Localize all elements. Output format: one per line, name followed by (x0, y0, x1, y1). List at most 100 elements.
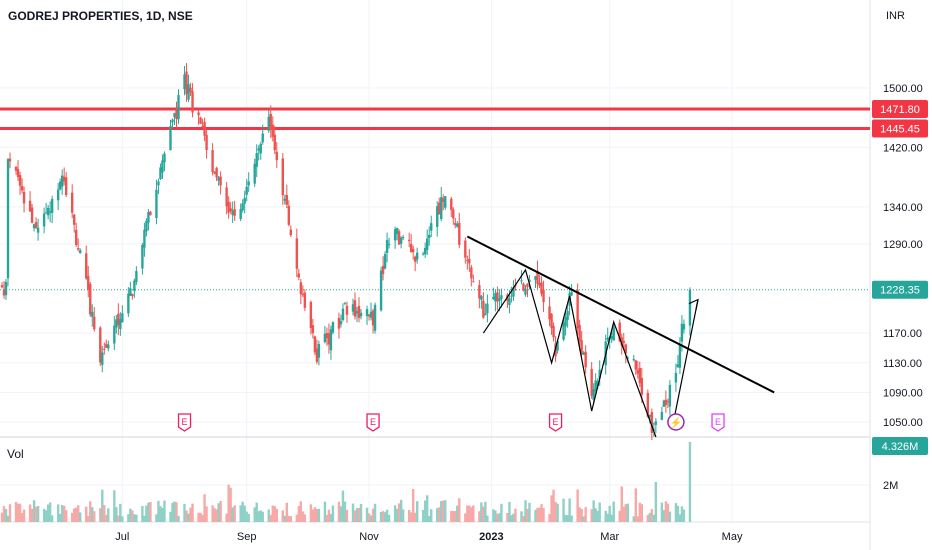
volume-bar (413, 512, 417, 522)
candle (626, 357, 629, 359)
candle (407, 239, 411, 241)
volume-bar (119, 503, 122, 522)
candle (50, 198, 54, 213)
candle (622, 340, 625, 344)
candle (524, 288, 527, 295)
volume-bar (369, 515, 373, 522)
candle (311, 325, 315, 334)
volume-bar (58, 513, 62, 522)
candle (0, 285, 4, 288)
candle (101, 352, 104, 365)
candle (582, 352, 585, 355)
candle (367, 314, 371, 317)
volume-bar (640, 504, 644, 522)
volume-bar (367, 513, 371, 522)
volume-bar (423, 500, 427, 522)
candle (155, 189, 158, 218)
volume-bar (257, 511, 260, 522)
volume-bar (281, 510, 284, 522)
candle (30, 207, 34, 223)
volume-bar (50, 515, 54, 522)
volume-bar (219, 500, 222, 522)
volume-bar (385, 509, 389, 522)
volume-bar (273, 506, 276, 522)
candle (117, 313, 120, 326)
volume-bar (624, 504, 627, 522)
candle (191, 91, 194, 113)
y-tick-label: 1340.00 (883, 202, 923, 214)
volume-bar (73, 508, 76, 522)
candle (197, 112, 200, 116)
candle (528, 279, 531, 282)
volume-bar (213, 508, 216, 522)
projection-arrow (671, 299, 699, 430)
volume-bar (622, 506, 625, 522)
volume-bar (528, 502, 531, 522)
volume-bar (426, 495, 429, 522)
candle (486, 303, 489, 314)
volume-bar (91, 507, 94, 522)
candle (56, 189, 60, 201)
candle (259, 143, 262, 154)
candle (42, 213, 46, 227)
price-tag-label: 1445.45 (880, 124, 920, 136)
candle (341, 308, 345, 321)
volume-bar (357, 507, 361, 522)
volume-bar (596, 510, 599, 522)
volume-bar (46, 504, 50, 522)
candle (85, 253, 88, 279)
candle (580, 340, 583, 355)
candle (225, 187, 228, 207)
candle (576, 290, 579, 329)
candle (34, 222, 38, 228)
x-tick-label: Sep (237, 531, 257, 543)
candle (674, 372, 678, 383)
price-tag-label: 1471.80 (880, 104, 920, 116)
candle (215, 167, 218, 178)
candle (64, 177, 68, 196)
candle (329, 329, 333, 351)
volume-bar (141, 505, 144, 522)
volume-bar (175, 502, 178, 522)
y-tick-label: 1090.00 (883, 387, 923, 399)
volume-bar (393, 505, 397, 522)
volume-bar (371, 508, 375, 522)
y-tick-label: 1050.00 (883, 417, 923, 429)
volume-bar (341, 490, 345, 522)
volume-bar (299, 501, 303, 522)
volume-bar (56, 504, 60, 522)
volume-bar (191, 503, 194, 522)
candle (203, 121, 206, 136)
candle (327, 333, 331, 345)
candle (606, 337, 609, 341)
volume-bar (247, 513, 250, 522)
volume-bar (652, 514, 656, 522)
candle (70, 192, 74, 213)
volume-bar (682, 509, 686, 522)
candle (534, 276, 537, 280)
candle (337, 317, 341, 329)
volume-bar (44, 510, 48, 522)
volume-bar (576, 489, 579, 522)
price-tag (872, 280, 928, 299)
volume-bar (482, 506, 485, 522)
y-tick-label: 1170.00 (883, 328, 922, 340)
candle (93, 316, 96, 330)
candle (383, 254, 387, 269)
volume-bar (18, 503, 22, 522)
volume-bar (421, 509, 425, 522)
candle (323, 333, 327, 343)
volume-bar (646, 514, 650, 522)
volume-bar (568, 498, 571, 522)
candle (175, 109, 178, 119)
x-tick-label: Mar (600, 531, 619, 543)
candle (548, 306, 551, 320)
volume-bar (211, 505, 214, 522)
volume-bar (506, 512, 509, 522)
candle (636, 370, 640, 374)
candle (115, 319, 118, 328)
candle (18, 175, 22, 186)
candle (526, 283, 529, 288)
candle (121, 313, 124, 323)
